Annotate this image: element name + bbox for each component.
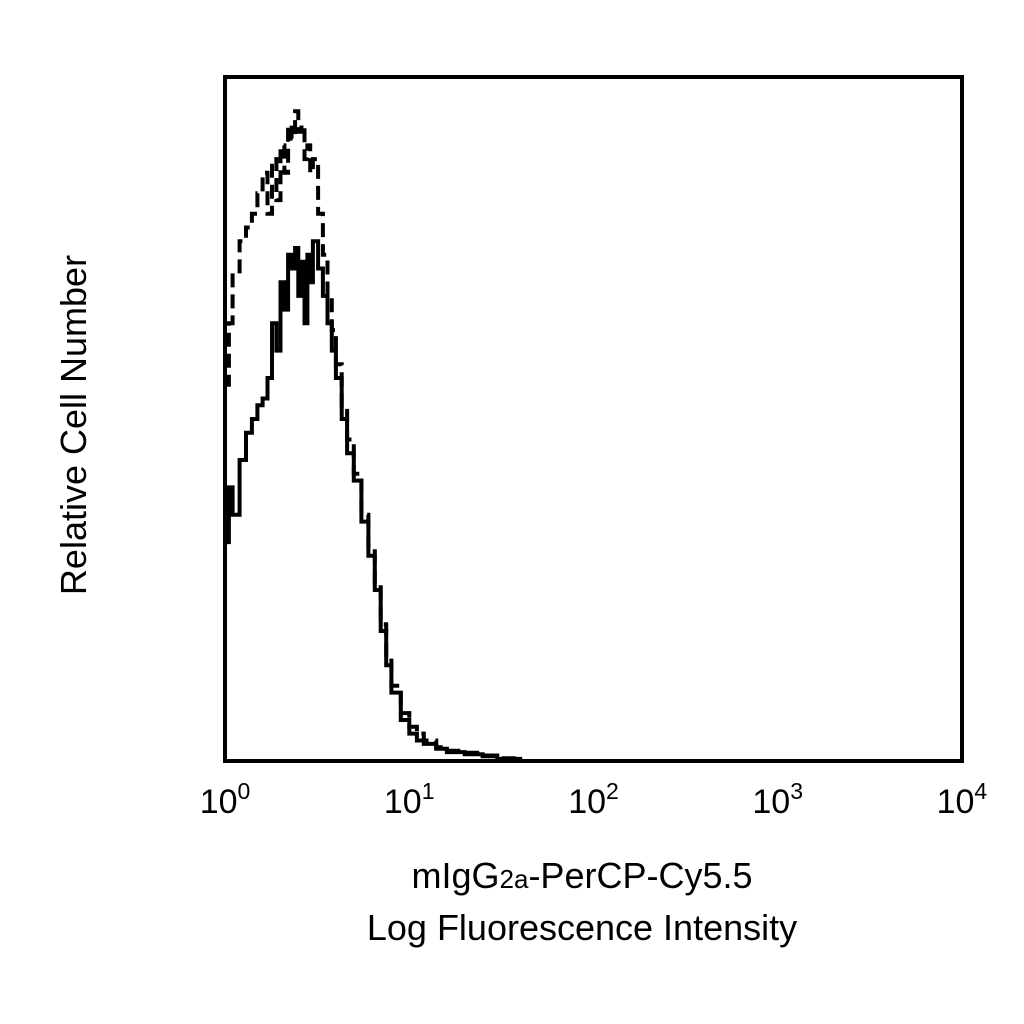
x-tick-labels: 100 101 102 103 104 [200,778,988,821]
x-tick-base: 10 [568,783,606,821]
histogram-series-solid [225,239,523,761]
x-tick-exponent: 3 [790,778,803,804]
x-tick-base: 10 [937,783,975,821]
x-axis-title-line2: Log Fluorescence Intensity [367,907,797,948]
x-tick-label: 103 [752,778,803,821]
x-axis-title-suffix: -PerCP-Cy5.5 [528,855,752,896]
histogram-series-dashed [225,109,523,761]
x-axis-title-subscript: 2a [500,864,529,894]
x-tick-base: 10 [384,783,422,821]
x-tick-label: 101 [384,778,435,821]
x-axis-title-line1: mIgG2a-PerCP-Cy5.5 [412,855,753,896]
y-axis-title: Relative Cell Number [53,255,94,595]
x-axis-title-prefix: mIgG [412,855,500,896]
x-tick-base: 10 [752,783,790,821]
x-tick-exponent: 0 [238,778,251,804]
x-tick-exponent: 4 [974,778,987,804]
plot-frame [223,75,964,763]
x-tick-exponent: 2 [606,778,619,804]
x-tick-base: 10 [200,783,238,821]
x-tick-label: 100 [200,778,251,821]
series-layer [225,109,523,761]
x-tick-exponent: 1 [422,778,435,804]
x-tick-label: 104 [937,778,988,821]
x-tick-label: 102 [568,778,619,821]
